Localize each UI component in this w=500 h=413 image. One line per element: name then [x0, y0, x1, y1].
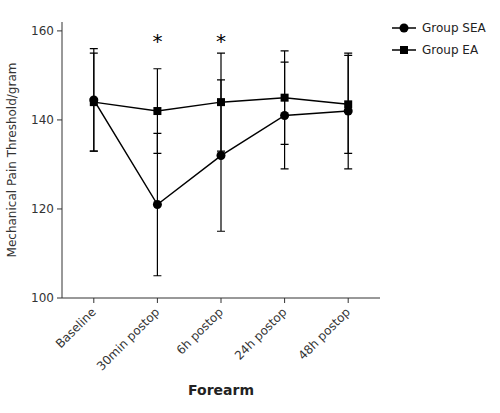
annotation: * [216, 29, 226, 53]
error-bar [217, 53, 225, 151]
legend-marker [400, 46, 408, 54]
error-bar [217, 80, 225, 231]
x-tick-label: 24h postop [232, 305, 290, 363]
y-tick [57, 298, 62, 299]
series [89, 49, 352, 276]
x-tick [348, 298, 349, 303]
point [217, 98, 225, 106]
plot-area [89, 49, 352, 276]
error-bar [344, 55, 352, 153]
point [344, 100, 352, 108]
x-tick [221, 298, 222, 303]
point [217, 151, 226, 160]
point [153, 107, 161, 115]
error-bar [281, 51, 289, 144]
y-axis-line [62, 22, 63, 298]
y-tick [57, 208, 62, 209]
legend-label: Group EA [422, 43, 479, 57]
annotation: * [152, 29, 162, 53]
y-tick-label: 160 [31, 24, 54, 38]
error-bar [344, 53, 352, 169]
series [90, 51, 352, 153]
point [281, 94, 289, 102]
error-bar [90, 49, 98, 151]
x-tick [284, 298, 285, 303]
y-axis-label: Mechanical Pain Threshold/gram [5, 63, 19, 258]
x-tick-label: 6h postop [174, 305, 226, 357]
point [153, 200, 162, 209]
legend-marker [400, 24, 409, 33]
point [90, 98, 98, 106]
legend-label: Group SEA [422, 21, 487, 35]
y-tick-label: 100 [31, 291, 54, 305]
x-tick [93, 298, 94, 303]
error-bar [153, 69, 161, 154]
y-tick-label: 120 [31, 202, 54, 216]
legend: Group SEA Group EA [392, 21, 487, 57]
error-bar [90, 53, 98, 151]
x-tick-label: 48h postop [295, 305, 353, 363]
y-tick [57, 119, 62, 120]
y-tick-label: 140 [31, 113, 54, 127]
x-tick-label: Baseline [53, 305, 99, 351]
error-bar [153, 133, 161, 275]
x-tick-label: 30min postop [94, 305, 162, 373]
chart: 100 120 140 160 Baseline30min postop6h posto… [0, 0, 500, 413]
y-tick [57, 30, 62, 31]
x-tick [157, 298, 158, 303]
x-axis-label: Forearm [188, 382, 254, 398]
